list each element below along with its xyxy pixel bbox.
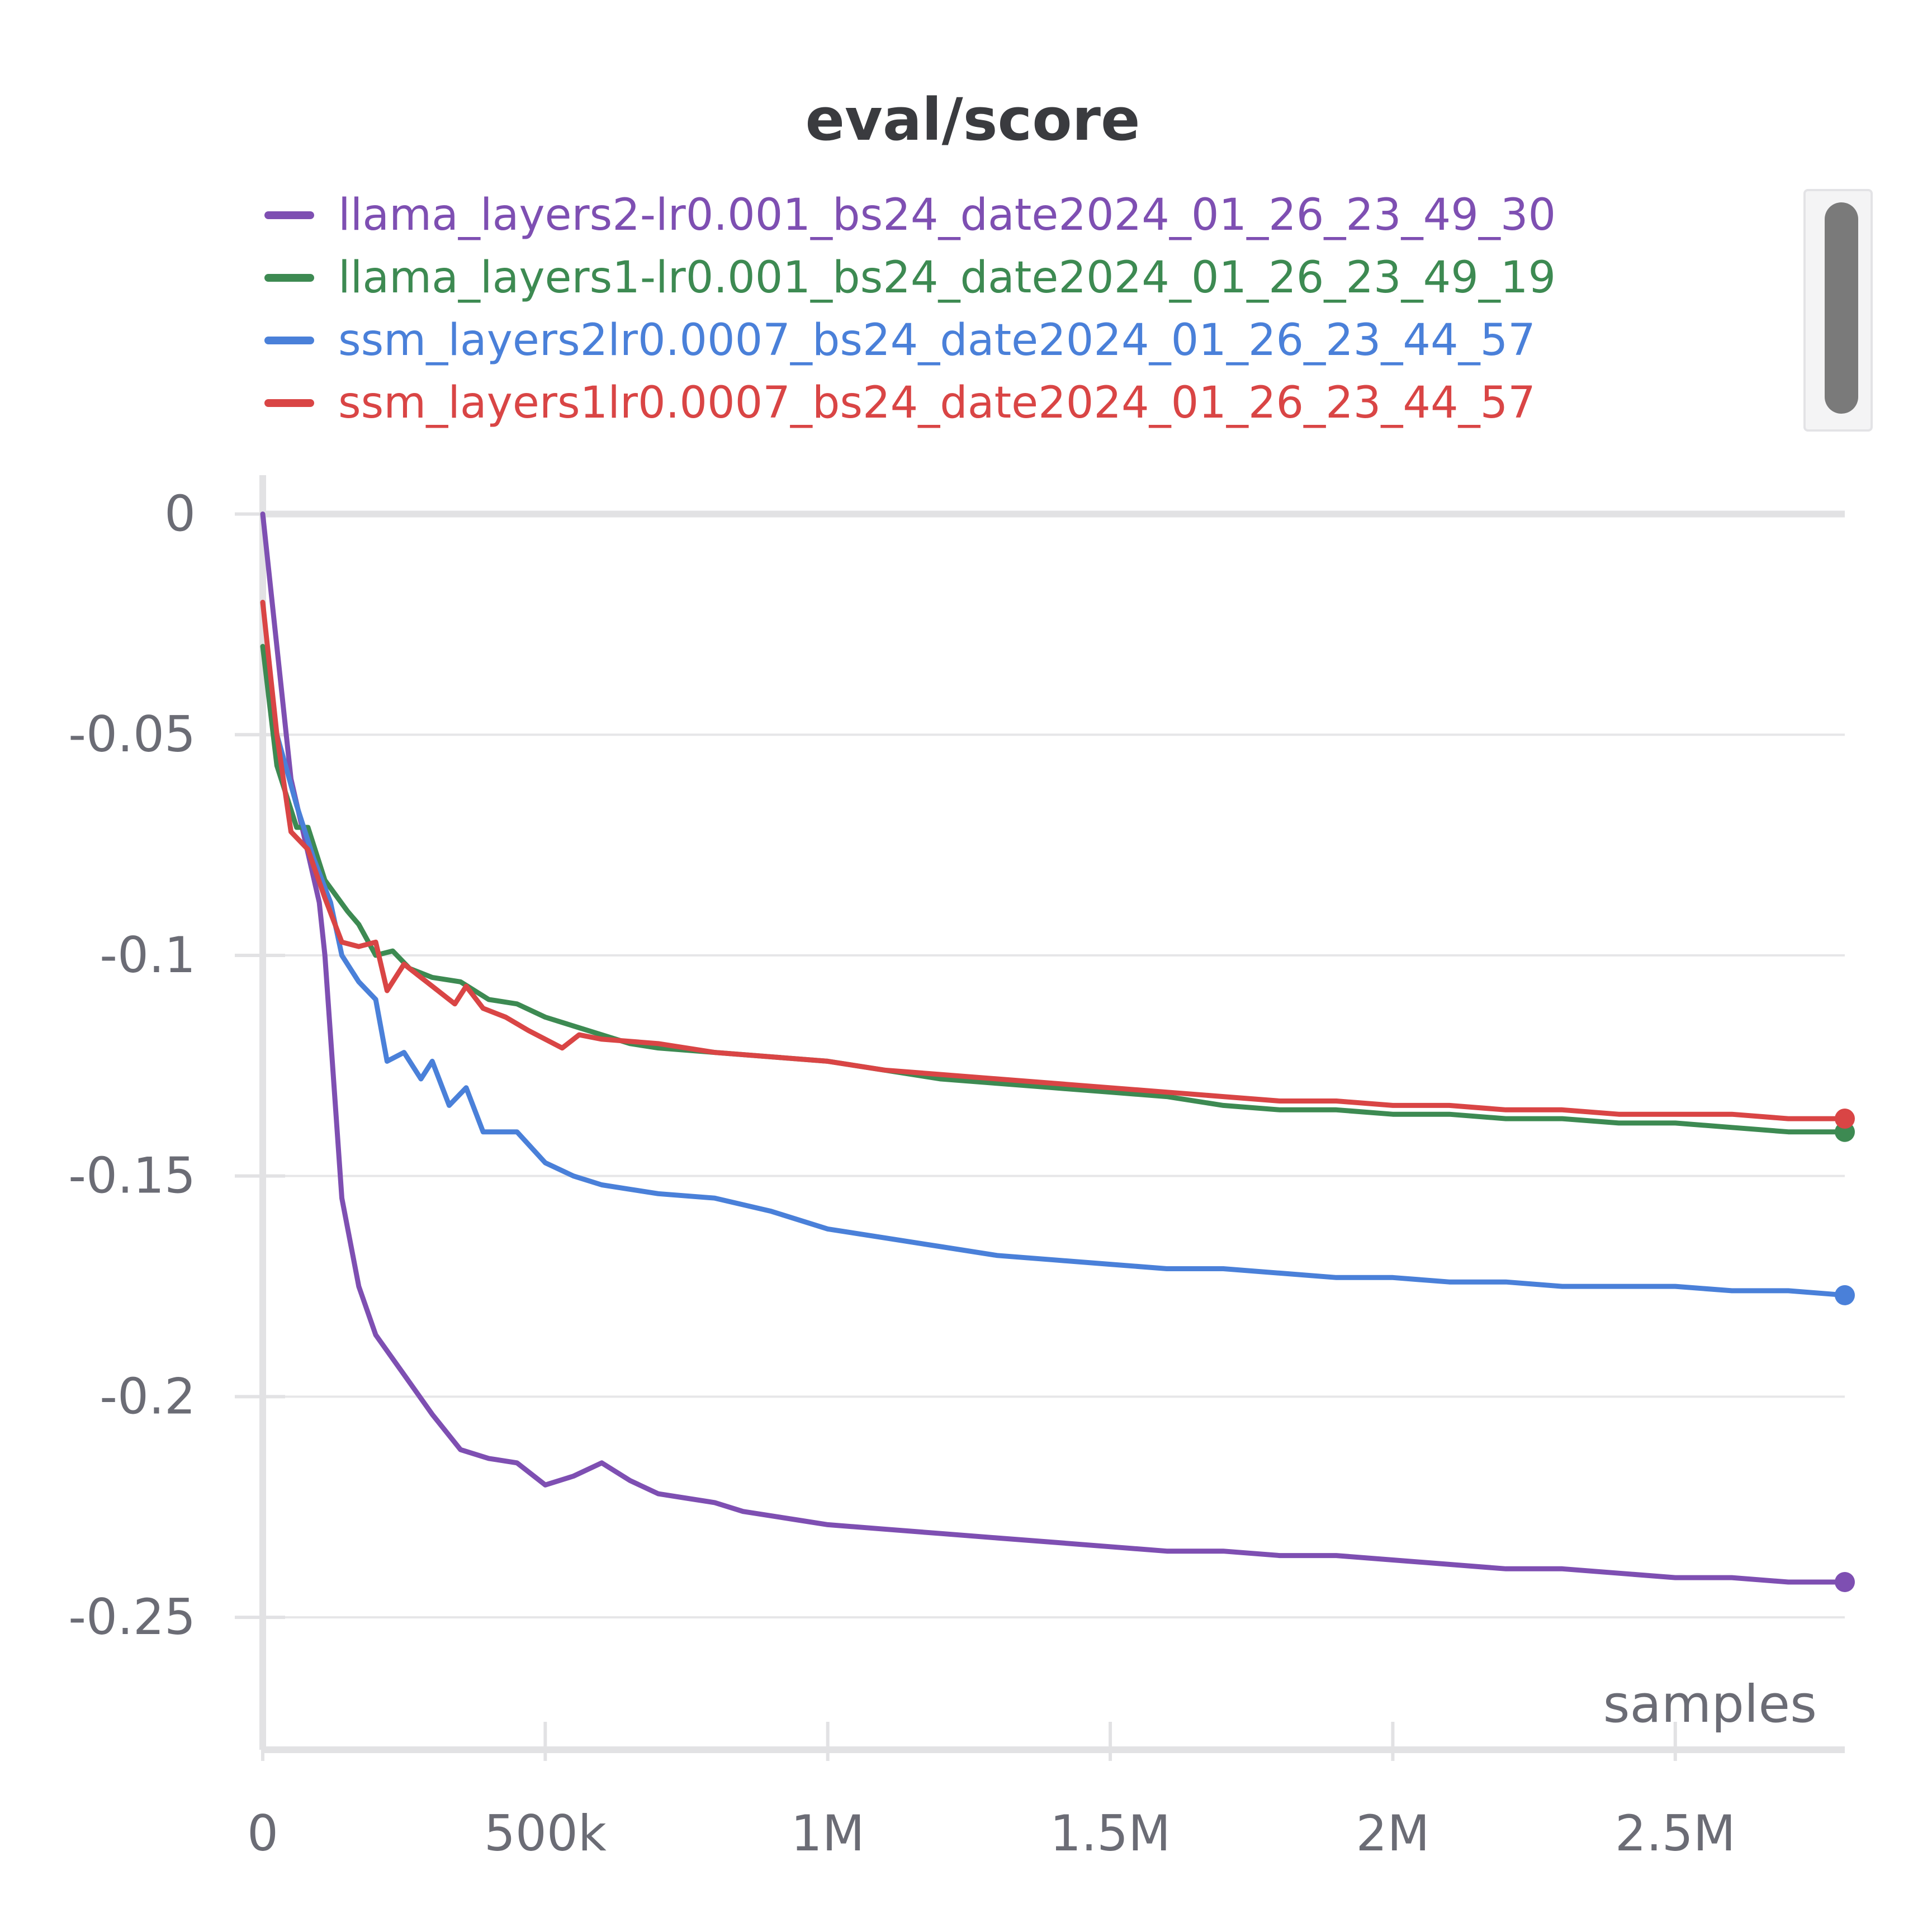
y-tick-label: -0.2 xyxy=(100,1367,196,1425)
legend-entry[interactable]: ssm_layers2lr0.0007_bs24_date2024_01_26_… xyxy=(338,315,1536,366)
series-lines xyxy=(260,512,1848,1585)
series-endpoints xyxy=(1835,1109,1855,1592)
x-tick-label: 0 xyxy=(247,1805,278,1862)
y-tick-label: -0.05 xyxy=(68,705,196,763)
chart-title: eval/score xyxy=(806,86,1140,154)
series-endpoint xyxy=(1835,1109,1855,1129)
series-line xyxy=(260,512,1848,1585)
x-tick-label: 1.5M xyxy=(1050,1805,1171,1862)
series-endpoint xyxy=(1835,1285,1855,1305)
axes xyxy=(259,475,1845,1753)
y-tick-label: -0.25 xyxy=(68,1588,196,1646)
y-tick-label: -0.15 xyxy=(68,1147,196,1205)
x-tick-label: 2.5M xyxy=(1615,1805,1736,1862)
series-line xyxy=(260,599,1848,1121)
y-ticks: 0 -0.05 -0.1 -0.15 -0.2 -0.25 xyxy=(68,485,285,1646)
x-axis-label: samples xyxy=(1603,1674,1817,1734)
x-ticks: 0 500k 1M 1.5M 2M 2.5M xyxy=(247,1722,1736,1862)
legend: llama_layers2-lr0.001_bs24_date2024_01_2… xyxy=(264,190,1556,428)
legend-entry[interactable]: llama_layers1-lr0.001_bs24_date2024_01_2… xyxy=(338,253,1556,303)
y-tick-label: -0.1 xyxy=(100,926,196,984)
x-tick-label: 500k xyxy=(484,1805,607,1862)
series-line xyxy=(274,732,1848,1298)
x-tick-label: 2M xyxy=(1356,1805,1429,1862)
series-endpoint xyxy=(1835,1572,1855,1592)
legend-scrollbar-thumb[interactable] xyxy=(1825,202,1858,414)
legend-entry[interactable]: llama_layers2-lr0.001_bs24_date2024_01_2… xyxy=(338,190,1556,240)
y-tick-label: 0 xyxy=(164,485,196,542)
grid xyxy=(263,510,1845,1619)
legend-entry[interactable]: ssm_layers1lr0.0007_bs24_date2024_01_26_… xyxy=(338,378,1536,428)
x-tick-label: 1M xyxy=(791,1805,865,1862)
legend-scrollbar[interactable] xyxy=(1803,189,1873,432)
